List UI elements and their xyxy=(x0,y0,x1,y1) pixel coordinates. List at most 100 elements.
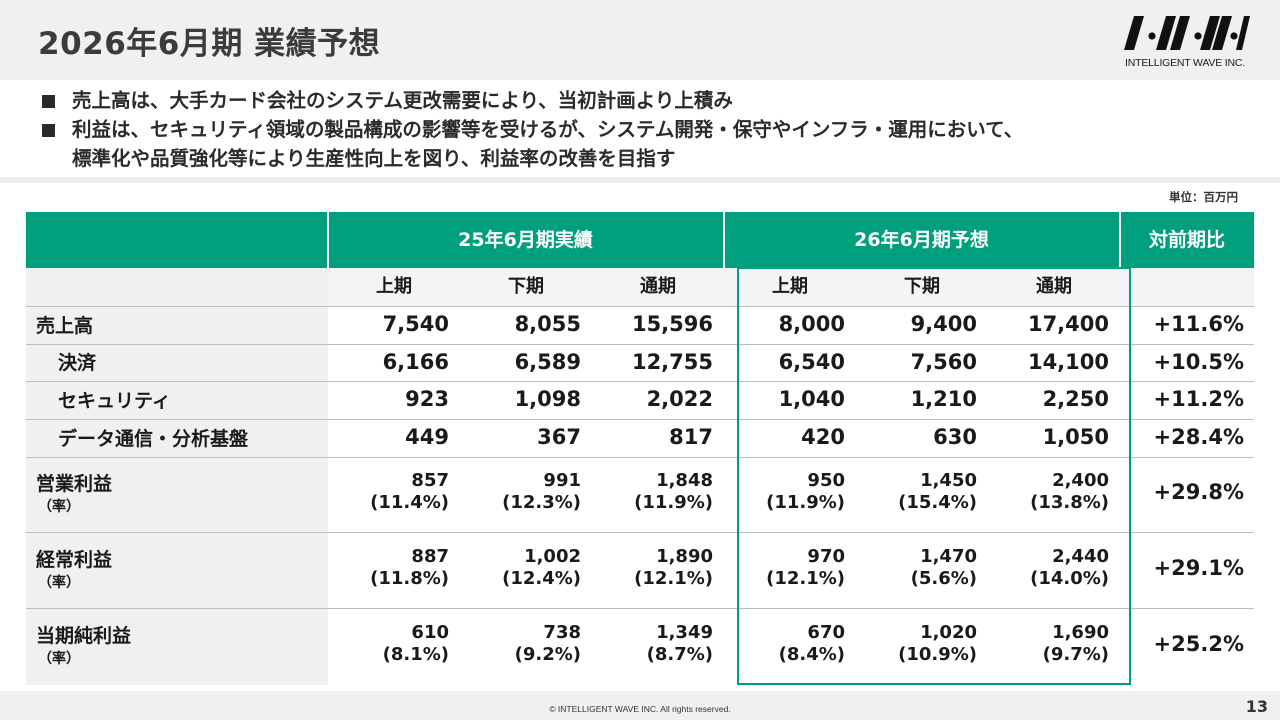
row-label-ordinary-profit: 経常利益 xyxy=(36,549,113,571)
rate-cell: (14.0%) xyxy=(1030,568,1109,589)
sub-header-h1: 上期 xyxy=(772,276,808,297)
rate-cell: (12.4%) xyxy=(502,568,581,589)
rate-cell: (15.4%) xyxy=(898,492,977,513)
row-divider xyxy=(26,344,1254,345)
table-cell: 610 xyxy=(411,622,449,643)
rate-cell: (9.2%) xyxy=(514,644,581,665)
table-cell: 857 xyxy=(411,470,449,491)
rate-cell: (8.7%) xyxy=(646,644,713,665)
table-cell: 1,690 xyxy=(1052,622,1109,643)
table-cell: 923 xyxy=(405,387,449,411)
table-cell: 2,440 xyxy=(1052,546,1109,567)
table-cell: 1,848 xyxy=(656,470,713,491)
table-cell: 1,450 xyxy=(920,470,977,491)
table-cell: 1,098 xyxy=(514,387,581,411)
bullet-square-icon xyxy=(42,124,55,137)
yoy-cell: +11.6% xyxy=(1153,312,1244,336)
row-label-rate: （率） xyxy=(38,575,80,591)
table-cell: 1,890 xyxy=(656,546,713,567)
table-cell: 8,055 xyxy=(514,312,581,336)
separator-band xyxy=(0,177,1280,183)
rate-cell: (11.8%) xyxy=(370,568,449,589)
row-label-operating-profit: 営業利益 xyxy=(36,473,113,495)
row-label-revenue: 売上高 xyxy=(36,315,94,337)
table-cell: 15,596 xyxy=(631,312,713,336)
rate-cell: (8.4%) xyxy=(778,644,845,665)
unit-label: 単位：百万円 xyxy=(1169,190,1238,204)
table-cell: 2,250 xyxy=(1042,387,1109,411)
sub-header-row xyxy=(328,268,1254,306)
header-yoy: 対前期比 xyxy=(1148,229,1225,251)
bullet-continuation: 標準化や品質強化等により生産性向上を図り、利益率の改善を目指す xyxy=(42,144,1262,173)
header-divider xyxy=(1119,212,1121,268)
page-number: 13 xyxy=(1245,697,1268,716)
table-cell: 670 xyxy=(807,622,845,643)
header-divider xyxy=(723,212,725,268)
header-fy25-actual: 25年6月期実績 xyxy=(458,229,593,251)
table-header-band xyxy=(26,212,1254,268)
table-cell: 6,540 xyxy=(778,350,845,374)
yoy-cell: +25.2% xyxy=(1153,632,1244,656)
table-cell: 6,166 xyxy=(382,350,449,374)
row-divider xyxy=(26,532,1254,533)
table-cell: 17,400 xyxy=(1027,312,1109,336)
bullet-item: 利益は、セキュリティ領域の製品構成の影響等を受けるが、システム開発・保守やインフ… xyxy=(42,115,1262,144)
table-cell: 367 xyxy=(537,425,581,449)
yoy-cell: +29.1% xyxy=(1153,556,1244,580)
rate-cell: (12.3%) xyxy=(502,492,581,513)
table-cell: 887 xyxy=(411,546,449,567)
yoy-cell: +28.4% xyxy=(1153,425,1244,449)
rate-cell: (11.9%) xyxy=(634,492,713,513)
row-divider xyxy=(26,306,1254,307)
title-band xyxy=(0,0,1280,80)
label-column-bg xyxy=(26,268,328,685)
rate-cell: (8.1%) xyxy=(382,644,449,665)
table-cell: 1,470 xyxy=(920,546,977,567)
company-logo: INTELLIGENT WAVE INC. xyxy=(1110,12,1260,72)
bullet-text: 売上高は、大手カード会社のシステム更改需要により、当初計画より上積み xyxy=(72,89,733,112)
table-cell: 420 xyxy=(801,425,845,449)
table-cell: 630 xyxy=(933,425,977,449)
rate-cell: (9.7%) xyxy=(1042,644,1109,665)
table-cell: 12,755 xyxy=(631,350,713,374)
table-cell: 9,400 xyxy=(910,312,977,336)
table-cell: 1,210 xyxy=(910,387,977,411)
bullet-square-icon xyxy=(42,95,55,108)
rate-cell: (12.1%) xyxy=(634,568,713,589)
table-cell: 14,100 xyxy=(1027,350,1109,374)
row-divider xyxy=(26,419,1254,420)
copyright: © INTELLIGENT WAVE INC. All rights reser… xyxy=(549,704,731,714)
row-label-rate: （率） xyxy=(38,651,80,667)
rate-cell: (11.9%) xyxy=(766,492,845,513)
rate-cell: (12.1%) xyxy=(766,568,845,589)
sub-header-h2: 下期 xyxy=(508,276,544,297)
row-label-rate: （率） xyxy=(38,499,80,515)
sub-header-full: 通期 xyxy=(1036,276,1072,297)
table-cell: 970 xyxy=(807,546,845,567)
bullet-text: 標準化や品質強化等により生産性向上を図り、利益率の改善を目指す xyxy=(72,147,676,170)
logo-text: INTELLIGENT WAVE INC. xyxy=(1125,57,1245,69)
yoy-cell: +29.8% xyxy=(1153,480,1244,504)
rate-cell: (13.8%) xyxy=(1030,492,1109,513)
bullet-item: 売上高は、大手カード会社のシステム更改需要により、当初計画より上積み xyxy=(42,86,1262,115)
header-fy26-forecast: 26年6月期予想 xyxy=(854,229,989,251)
table-cell: 1,050 xyxy=(1042,425,1109,449)
forecast-table: 25年6月期実績 26年6月期予想 対前期比 上期 下期 通期 上期 下期 通期… xyxy=(26,212,1254,685)
sub-header-full: 通期 xyxy=(640,276,676,297)
yoy-cell: +11.2% xyxy=(1153,387,1244,411)
row-divider xyxy=(26,608,1254,609)
table-cell: 449 xyxy=(405,425,449,449)
table-cell: 2,400 xyxy=(1052,470,1109,491)
table-cell: 1,040 xyxy=(778,387,845,411)
iwi-logo-icon xyxy=(1124,16,1250,50)
row-divider xyxy=(26,381,1254,382)
header-divider xyxy=(327,212,329,268)
row-label-data-comm: データ通信・分析基盤 xyxy=(58,428,249,450)
table-cell: 1,020 xyxy=(920,622,977,643)
row-label-security: セキュリティ xyxy=(58,390,171,412)
page-title: 2026年6月期 業績予想 xyxy=(38,26,381,62)
row-label-payment: 決済 xyxy=(58,352,97,374)
forecast-highlight-box xyxy=(737,267,1131,685)
sub-header-h2: 下期 xyxy=(904,276,940,297)
table-cell: 1,349 xyxy=(656,622,713,643)
